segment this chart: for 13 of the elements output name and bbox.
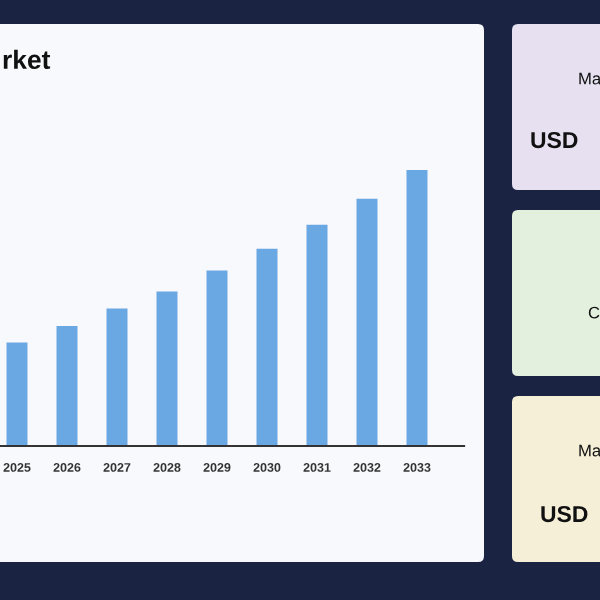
text: USD bbox=[531, 131, 578, 149]
bar bbox=[406, 170, 428, 446]
text: USD bbox=[541, 505, 588, 523]
bar bbox=[6, 342, 28, 446]
bar bbox=[306, 224, 328, 446]
text: C bbox=[588, 306, 600, 319]
bar bbox=[256, 248, 278, 446]
bar bbox=[156, 291, 178, 446]
bar bbox=[106, 308, 128, 446]
chart-title: rket bbox=[3, 49, 51, 70]
bar bbox=[206, 270, 228, 446]
bar bbox=[56, 325, 78, 446]
bar bbox=[356, 198, 378, 446]
